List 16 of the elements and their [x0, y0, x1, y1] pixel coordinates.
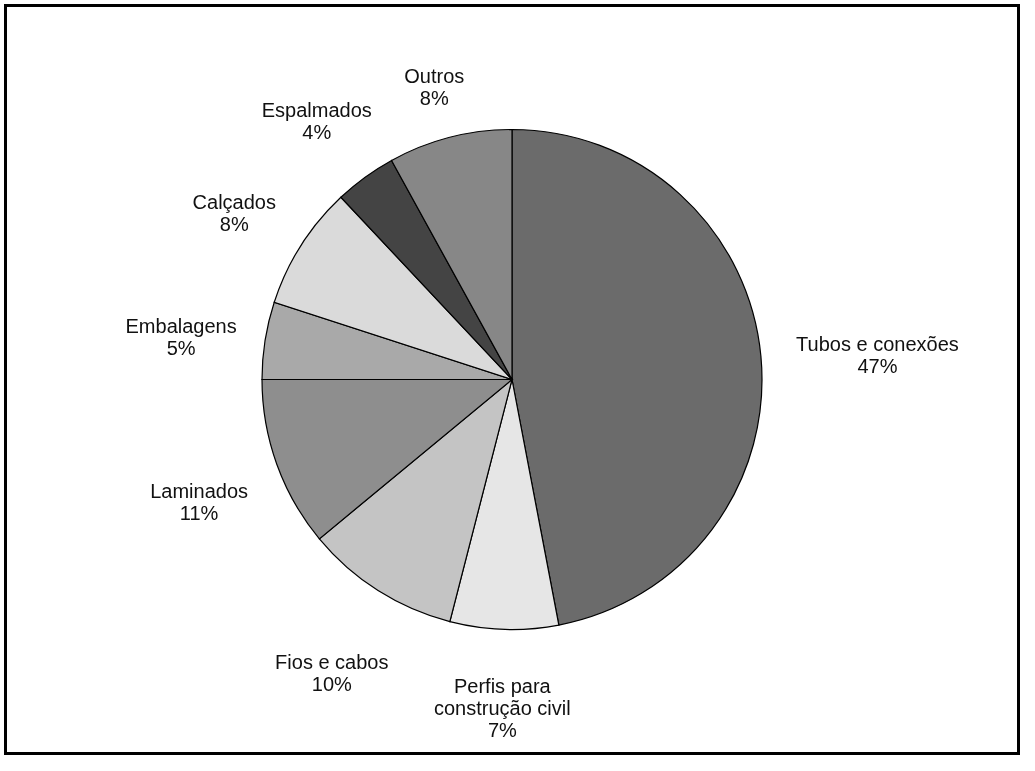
data-label: 8%	[419, 86, 449, 109]
slice-label: Laminados	[150, 480, 248, 503]
data-label: 5%	[166, 337, 196, 360]
data-label: 47%	[857, 354, 898, 377]
data-label: 10%	[311, 673, 353, 696]
data-label: 11%	[179, 502, 219, 525]
data-label: 4%	[302, 120, 332, 143]
slice-label: Outros	[404, 64, 465, 87]
data-label: 8%	[219, 213, 249, 236]
slice-label: Espalmados	[261, 98, 372, 121]
slice-label: Tubos e conexões	[796, 332, 959, 355]
slice-label: Embalagens	[125, 315, 237, 338]
slice-label: Calçados	[192, 191, 276, 214]
data-label: 7%	[487, 719, 517, 742]
slice-label: Fios e cabos	[275, 651, 389, 674]
slice-label: Perfis para construção civil	[433, 675, 571, 720]
